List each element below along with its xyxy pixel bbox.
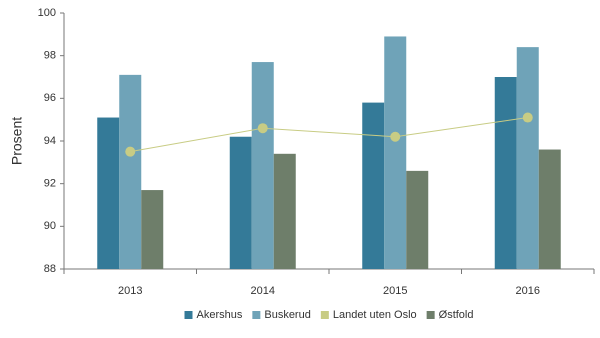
line-point bbox=[522, 112, 533, 123]
y-tick-label: 94 bbox=[44, 135, 56, 147]
bar bbox=[251, 62, 274, 269]
legend-swatch bbox=[426, 311, 435, 319]
legend-item: Buskerud bbox=[252, 309, 311, 321]
y-tick-label: 100 bbox=[38, 7, 56, 19]
legend-item: Akershus bbox=[184, 309, 243, 321]
legend-swatch bbox=[252, 311, 261, 319]
y-tick-label: 90 bbox=[44, 220, 56, 232]
bar bbox=[406, 170, 429, 269]
legend-label: Landet uten Oslo bbox=[333, 309, 417, 321]
bar bbox=[384, 36, 407, 269]
legend-swatch bbox=[320, 311, 329, 319]
legend-item: Østfold bbox=[426, 309, 474, 321]
bar bbox=[362, 102, 385, 269]
x-tick-label: 2014 bbox=[251, 285, 275, 297]
legend-item: Landet uten Oslo bbox=[320, 309, 417, 321]
bar bbox=[119, 74, 142, 269]
y-tick-label: 92 bbox=[44, 178, 56, 190]
y-tick-label: 98 bbox=[44, 50, 56, 62]
legend-label: Buskerud bbox=[264, 309, 310, 321]
bar bbox=[141, 190, 164, 269]
bar bbox=[494, 77, 517, 269]
x-tick-label: 2016 bbox=[516, 285, 540, 297]
line-point bbox=[257, 123, 268, 134]
legend-label: Akershus bbox=[197, 309, 243, 321]
legend-label: Østfold bbox=[439, 309, 474, 321]
legend-swatch bbox=[184, 311, 193, 319]
bar bbox=[273, 153, 296, 269]
legend: Akershus Buskerud Landet uten Oslo Østfold bbox=[184, 309, 474, 321]
x-tick-label: 2015 bbox=[383, 285, 407, 297]
bar bbox=[516, 47, 539, 270]
bar bbox=[229, 136, 252, 269]
line-point bbox=[125, 146, 136, 157]
x-tick-label: 2013 bbox=[118, 285, 142, 297]
y-tick-label: 88 bbox=[44, 263, 56, 275]
y-axis-label: Prosent bbox=[9, 117, 25, 165]
bar bbox=[538, 149, 561, 269]
line-point bbox=[390, 131, 401, 142]
bar bbox=[97, 117, 120, 270]
line bbox=[130, 117, 528, 153]
y-tick-label: 96 bbox=[44, 92, 56, 104]
